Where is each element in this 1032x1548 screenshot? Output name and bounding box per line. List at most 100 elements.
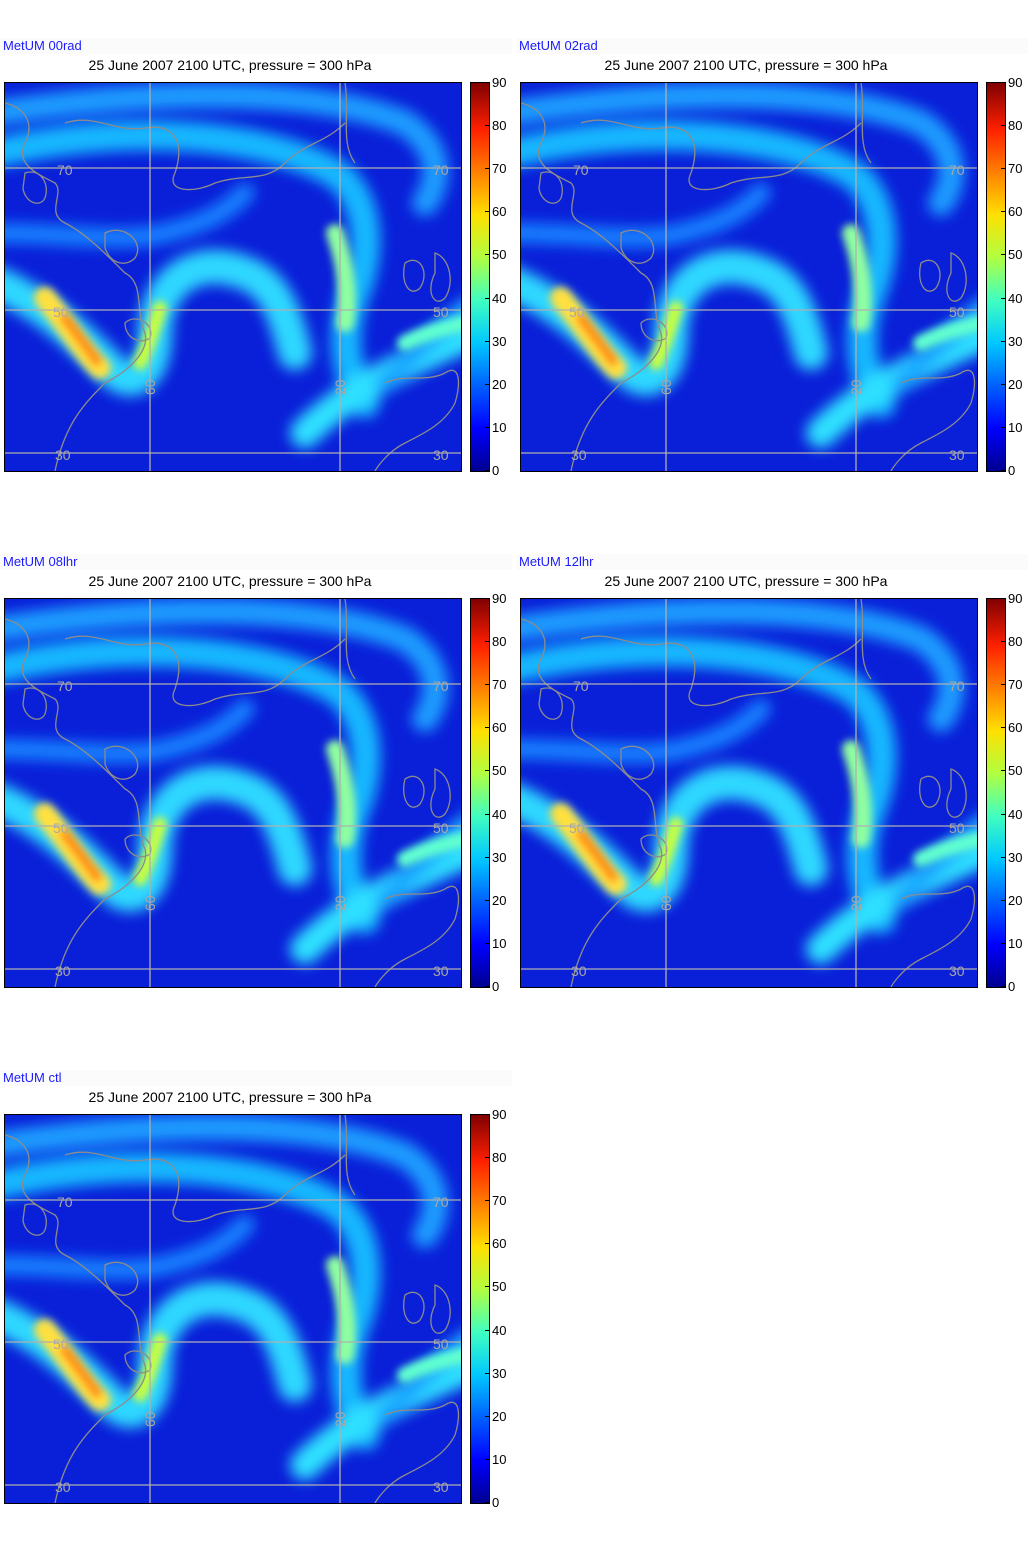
- lat-label: 30: [433, 447, 449, 463]
- jet-core: [133, 1333, 167, 1402]
- map-title: 25 June 2007 2100 UTC, pressure = 300 hP…: [88, 573, 372, 589]
- colorbar-tick: [1001, 426, 1005, 428]
- coastline: [860, 83, 872, 164]
- colorbar-tick: [485, 727, 489, 729]
- colorbar-tick: [485, 641, 489, 643]
- coastline: [521, 618, 663, 987]
- model-label: MetUM 12lhr: [519, 554, 594, 569]
- panel-08lhr: MetUM 08lhr 25 June 2007 2100 UTC, press…: [0, 554, 512, 1024]
- colorbar-tick: [485, 297, 489, 299]
- colorbar: [470, 598, 490, 988]
- coastline: [22, 687, 47, 720]
- jet-core: [842, 224, 872, 332]
- colorbar-tick: [485, 1157, 489, 1159]
- coastline: [104, 745, 139, 780]
- colorbar-tick-label: 40: [1008, 806, 1023, 822]
- lon-label: 20: [332, 895, 348, 911]
- lon-label: 20: [332, 379, 348, 395]
- lat-label: 50: [569, 820, 585, 836]
- colorbar-tick-label: 70: [1008, 677, 1023, 693]
- lat-label: 50: [949, 820, 965, 836]
- colorbar-tick: [1001, 598, 1005, 599]
- colorbar-tick-label: 20: [492, 376, 507, 392]
- map-svg: 70 70 50 50 30 30 60 20: [5, 1115, 461, 1503]
- model-label: MetUM 02rad: [519, 38, 598, 53]
- colorbar-tick: [485, 82, 489, 83]
- model-label: MetUM ctl: [3, 1070, 62, 1085]
- colorbar-tick-label: 50: [1008, 247, 1023, 263]
- lat-label: 30: [55, 447, 71, 463]
- map-title: 25 June 2007 2100 UTC, pressure = 300 hP…: [88, 57, 372, 73]
- wind-speed-map: 70 70 50 50 30 30 60 20: [520, 82, 978, 472]
- lat-label: 30: [55, 963, 71, 979]
- model-label: MetUM 08lhr: [3, 554, 78, 569]
- colorbar-tick-label: 70: [492, 677, 507, 693]
- lat-label: 70: [949, 678, 965, 694]
- colorbar-tick: [1001, 986, 1005, 987]
- jet-core: [397, 1347, 461, 1383]
- jet-core: [397, 831, 461, 867]
- colorbar-tick: [485, 856, 489, 858]
- lat-label: 30: [949, 447, 965, 463]
- coastline: [64, 119, 346, 191]
- coastline: [403, 259, 425, 292]
- colorbar-tick-label: 90: [1008, 591, 1023, 606]
- lon-label: 60: [142, 895, 158, 911]
- colorbar-tick: [485, 1329, 489, 1331]
- lat-label: 30: [55, 1479, 71, 1495]
- colorbar-tick-label: 60: [492, 720, 507, 736]
- colorbar-tick: [1001, 770, 1005, 772]
- lat-label: 50: [53, 1336, 69, 1352]
- colorbar-tick: [1001, 470, 1005, 471]
- coastline: [580, 119, 862, 191]
- wind-speed-map: 70 70 50 50 30 30 60 20: [4, 1114, 462, 1504]
- panel-00rad: MetUM 00rad 25 June 2007 2100 UTC, press…: [0, 38, 512, 508]
- lat-label: 30: [433, 1479, 449, 1495]
- coastline: [430, 768, 451, 818]
- coastline: [22, 171, 47, 204]
- colorbar-tick-label: 60: [1008, 204, 1023, 220]
- coastline: [5, 618, 147, 987]
- lat-label: 50: [569, 304, 585, 320]
- colorbar-tick-label: 20: [1008, 892, 1023, 908]
- colorbar-tick: [1001, 340, 1005, 342]
- lon-label: 60: [142, 1411, 158, 1427]
- coastline: [104, 1261, 139, 1296]
- coastline: [374, 1401, 460, 1503]
- colorbar-tick-label: 30: [492, 849, 507, 865]
- colorbar-tick: [485, 1502, 489, 1503]
- colorbar-tick-label: 10: [1008, 419, 1023, 435]
- panel-header: [0, 1070, 512, 1086]
- colorbar-tick: [485, 986, 489, 987]
- coastline: [580, 635, 862, 707]
- jet-core: [133, 817, 167, 886]
- colorbar-tick-label: 80: [492, 118, 507, 134]
- colorbar-tick-label: 30: [492, 333, 507, 349]
- jet-stream-band: [521, 120, 897, 418]
- colorbar-tick: [485, 1243, 489, 1245]
- colorbar-tick-label: 80: [492, 634, 507, 650]
- colorbar-tick: [485, 1458, 489, 1460]
- colorbar-tick: [1001, 254, 1005, 256]
- colorbar-tick: [485, 598, 489, 599]
- colorbar-tick-label: 20: [492, 1408, 507, 1424]
- colorbar-tick-label: 90: [492, 591, 507, 606]
- jet-core: [576, 829, 618, 882]
- graticule: [5, 83, 461, 471]
- lat-label: 30: [433, 963, 449, 979]
- jet-core: [326, 224, 356, 332]
- lon-label: 60: [142, 379, 158, 395]
- colorbar: [986, 598, 1006, 988]
- colorbar-tick-label: 20: [1008, 376, 1023, 392]
- jet-stream-band: [521, 636, 897, 934]
- colorbar-tick: [485, 1372, 489, 1374]
- jet-core: [649, 301, 683, 370]
- colorbar-tick: [485, 813, 489, 815]
- colorbar-tick-label: 30: [1008, 333, 1023, 349]
- colorbar-tick: [1001, 684, 1005, 686]
- lat-label: 50: [53, 304, 69, 320]
- jet-core: [60, 829, 102, 882]
- coastlines: [5, 599, 460, 987]
- colorbar-tick-label: 60: [1008, 720, 1023, 736]
- lat-label: 30: [949, 963, 965, 979]
